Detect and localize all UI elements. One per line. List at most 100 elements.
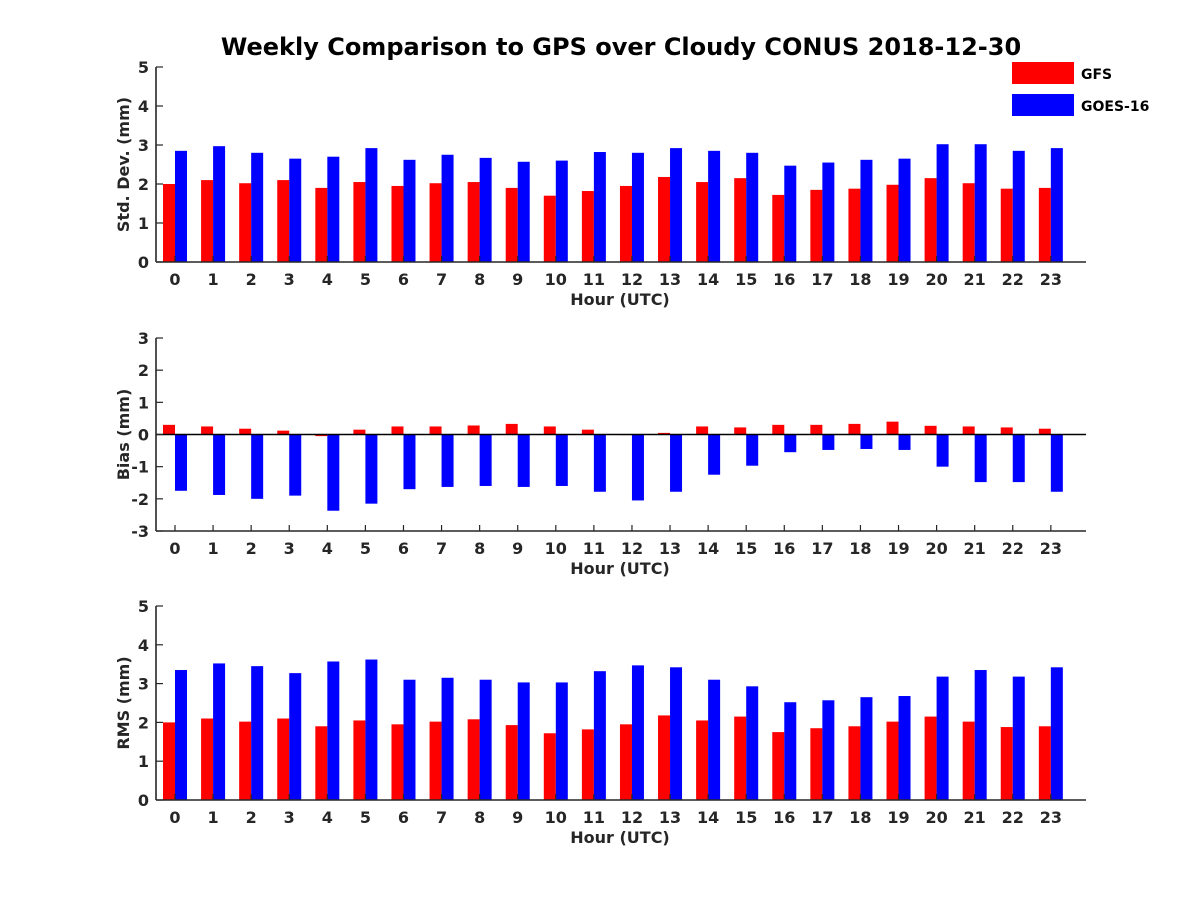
bar-gfs-hour-10: [543, 733, 556, 800]
bar-goes-16-hour-6: [403, 434, 416, 490]
y-tick-label: 0: [138, 253, 149, 272]
x-tick-label: 9: [512, 808, 523, 827]
bar-gfs-hour-4: [315, 434, 328, 437]
x-tick-label: 21: [964, 270, 986, 289]
chart-panels: 0 1 2 3 4 5 6 7 8 9 10 11 12 13 14 15 16 17 18 19 20 21 22 2301…: [114, 58, 1086, 847]
x-tick-label: 7: [436, 539, 447, 558]
bar-gfs-hour-20: [924, 178, 937, 262]
x-tick-label: 12: [621, 270, 643, 289]
bar-goes-16-hour-1: [213, 663, 226, 800]
x-tick-label: 7: [436, 270, 447, 289]
y-tick-label: 4: [138, 636, 149, 655]
bar-goes-16-hour-18: [860, 697, 873, 800]
y-tick-label: 1: [138, 393, 149, 412]
bar-goes-16-hour-21: [974, 144, 987, 262]
y-tick-label: 3: [138, 675, 149, 694]
legend-swatch-gfs: [1012, 62, 1074, 84]
y-tick-label: 2: [138, 175, 149, 194]
bar-goes-16-hour-9: [517, 434, 530, 487]
x-tick-label: 19: [887, 539, 909, 558]
y-tick-label: 1: [138, 752, 149, 771]
bar-goes-16-hour-14: [708, 434, 721, 475]
bar-gfs-hour-13: [658, 715, 671, 800]
bar-goes-16-hour-12: [631, 665, 644, 800]
bar-goes-16-hour-17: [822, 434, 835, 450]
bar-gfs-hour-11: [581, 191, 594, 262]
bar-goes-16-hour-9: [517, 682, 530, 800]
bar-goes-16-hour-18: [860, 434, 873, 449]
bar-gfs-hour-4: [315, 726, 328, 800]
x-tick-label: 4: [322, 539, 333, 558]
bar-goes-16-hour-11: [593, 434, 606, 492]
bar-gfs-hour-3: [277, 180, 290, 262]
bar-gfs-hour-6: [391, 426, 404, 435]
x-tick-label: 14: [697, 808, 719, 827]
bar-goes-16-hour-21: [974, 434, 987, 483]
bar-goes-16-hour-19: [898, 696, 911, 800]
x-tick-label: 8: [474, 270, 485, 289]
x-tick-label: 0: [169, 270, 180, 289]
bar-gfs-hour-7: [429, 183, 442, 262]
y-tick-label: 2: [138, 713, 149, 732]
x-tick-label: 23: [1040, 270, 1062, 289]
x-tick-label: 1: [208, 270, 219, 289]
y-tick-label: -3: [131, 522, 149, 541]
bar-gfs-hour-14: [696, 426, 709, 435]
y-tick-label: 5: [138, 58, 149, 77]
bar-gfs-hour-16: [772, 732, 785, 800]
x-tick-label: 8: [474, 539, 485, 558]
x-tick-label: 15: [735, 539, 757, 558]
x-axis-label: Hour (UTC): [570, 828, 670, 847]
x-tick-label: 22: [1002, 270, 1024, 289]
bar-gfs-hour-2: [239, 183, 252, 262]
bar-goes-16-hour-14: [708, 679, 721, 800]
chart-panel-1: 0 1 2 3 4 5 6 7 8 9 10 11 12 13 14 15 16 17 18 19 20 21 22 2301…: [114, 58, 1086, 309]
bar-gfs-hour-18: [848, 423, 861, 435]
bar-gfs-hour-14: [696, 720, 709, 800]
y-tick-label: 5: [138, 597, 149, 616]
x-tick-label: 21: [964, 539, 986, 558]
x-tick-label: 3: [284, 808, 295, 827]
bar-goes-16-hour-17: [822, 162, 835, 262]
bar-goes-16-hour-14: [708, 150, 721, 262]
bar-goes-16-hour-2: [251, 434, 264, 499]
x-tick-label: 18: [849, 270, 871, 289]
bar-gfs-hour-7: [429, 426, 442, 435]
bar-gfs-hour-6: [391, 185, 404, 262]
bar-gfs-hour-16: [772, 424, 785, 435]
x-tick-label: 16: [773, 808, 795, 827]
bar-gfs-hour-10: [543, 426, 556, 435]
x-tick-label: 23: [1040, 539, 1062, 558]
x-tick-label: 8: [474, 808, 485, 827]
bar-gfs-hour-0: [163, 424, 175, 435]
x-tick-label: 10: [545, 808, 567, 827]
bar-goes-16-hour-1: [213, 434, 226, 495]
bar-goes-16-hour-0: [175, 670, 187, 800]
bar-goes-16-hour-19: [898, 434, 911, 450]
y-axis-label: RMS (mm): [114, 656, 133, 749]
bar-gfs-hour-15: [734, 427, 747, 435]
bar-gfs-hour-0: [163, 722, 175, 800]
bar-goes-16-hour-4: [327, 156, 340, 262]
bar-gfs-hour-8: [467, 182, 480, 262]
bar-goes-16-hour-0: [175, 150, 187, 262]
x-tick-label: 3: [284, 539, 295, 558]
bar-goes-16-hour-15: [746, 434, 759, 466]
x-tick-label: 13: [659, 539, 681, 558]
x-tick-label: 16: [773, 539, 795, 558]
bar-goes-16-hour-2: [251, 152, 264, 262]
bar-gfs-hour-2: [239, 428, 252, 435]
x-tick-label: 0: [169, 808, 180, 827]
x-axis-label: Hour (UTC): [570, 559, 670, 578]
bar-gfs-hour-3: [277, 430, 290, 435]
bar-gfs-hour-6: [391, 724, 404, 800]
bar-goes-16-hour-13: [670, 667, 683, 800]
bar-goes-16-hour-20: [936, 434, 949, 467]
x-tick-label: 2: [246, 270, 257, 289]
bar-goes-16-hour-23: [1050, 148, 1063, 262]
x-tick-label: 16: [773, 270, 795, 289]
x-tick-label: 17: [811, 270, 833, 289]
bar-gfs-hour-16: [772, 194, 785, 262]
bar-gfs-hour-2: [239, 721, 252, 800]
bar-gfs-hour-19: [886, 421, 899, 435]
